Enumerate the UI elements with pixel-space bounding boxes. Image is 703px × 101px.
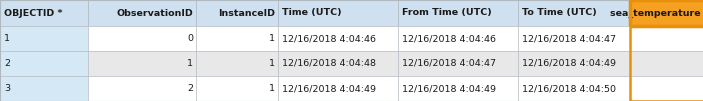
Bar	[518, 51, 630, 76]
Text: 0: 0	[187, 34, 193, 43]
Text: 12/16/2018 4:04:47: 12/16/2018 4:04:47	[522, 34, 616, 43]
Bar	[88, 26, 196, 51]
Bar	[398, 76, 518, 101]
Bar	[630, 26, 703, 51]
Bar	[196, 26, 278, 51]
Bar	[0, 26, 88, 51]
Bar	[88, 51, 196, 76]
Text: OBJECTID *: OBJECTID *	[4, 8, 63, 17]
Text: 12/16/2018 4:04:49: 12/16/2018 4:04:49	[282, 84, 376, 93]
Bar	[278, 0, 398, 26]
Text: 1: 1	[269, 84, 275, 93]
Bar	[0, 51, 88, 76]
Bar	[518, 0, 630, 26]
Text: 12/16/2018 4:04:49: 12/16/2018 4:04:49	[522, 59, 616, 68]
Bar	[196, 0, 278, 26]
Bar	[278, 26, 398, 51]
Text: 12/16/2018 4:04:49: 12/16/2018 4:04:49	[402, 84, 496, 93]
Bar	[518, 76, 630, 101]
Bar	[278, 76, 398, 101]
Bar	[0, 0, 88, 26]
Bar	[88, 0, 196, 26]
Text: 3: 3	[4, 84, 10, 93]
Bar	[630, 76, 703, 101]
Text: 1: 1	[187, 59, 193, 68]
Text: 12/16/2018 4:04:47: 12/16/2018 4:04:47	[402, 59, 496, 68]
Bar	[630, 0, 703, 101]
Bar	[398, 26, 518, 51]
Text: 12/16/2018 4:04:46: 12/16/2018 4:04:46	[402, 34, 496, 43]
Text: sea_temperature (temperature): sea_temperature (temperature)	[610, 8, 703, 18]
Text: To Time (UTC): To Time (UTC)	[522, 8, 597, 17]
Text: 1: 1	[269, 34, 275, 43]
Bar	[278, 51, 398, 76]
Bar	[398, 51, 518, 76]
Bar	[196, 76, 278, 101]
Bar	[0, 76, 88, 101]
Bar	[630, 0, 703, 26]
Bar	[398, 0, 518, 26]
Text: 2: 2	[4, 59, 10, 68]
Text: From Time (UTC): From Time (UTC)	[402, 8, 492, 17]
Text: 12/16/2018 4:04:50: 12/16/2018 4:04:50	[522, 84, 616, 93]
Text: Time (UTC): Time (UTC)	[282, 8, 342, 17]
Text: InstanceID: InstanceID	[218, 8, 275, 17]
Text: 1: 1	[269, 59, 275, 68]
Text: 12/16/2018 4:04:48: 12/16/2018 4:04:48	[282, 59, 376, 68]
Bar	[630, 0, 703, 26]
Bar	[88, 76, 196, 101]
Text: 2: 2	[187, 84, 193, 93]
Bar	[630, 51, 703, 76]
Bar	[518, 26, 630, 51]
Text: ObservationID: ObservationID	[116, 8, 193, 17]
Text: 1: 1	[4, 34, 10, 43]
Bar	[196, 51, 278, 76]
Text: 12/16/2018 4:04:46: 12/16/2018 4:04:46	[282, 34, 376, 43]
